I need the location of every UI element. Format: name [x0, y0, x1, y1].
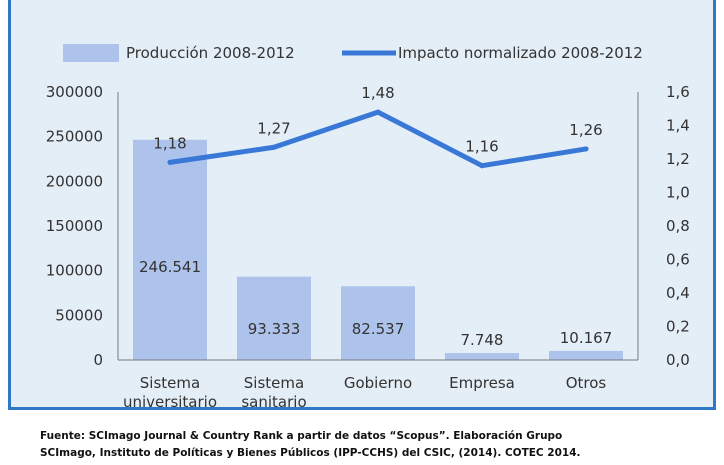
left-axis: 0 50000 100000 150000 200000 250000 300000: [46, 83, 119, 369]
bar-value-label: 93.333: [248, 320, 301, 338]
bar-series: 246.541 93.333 82.537 7.748 10.167: [133, 139, 623, 360]
left-tick-label: 0: [93, 351, 103, 369]
right-tick-label: 1,2: [666, 150, 690, 168]
bar: [133, 139, 207, 360]
bar: [237, 276, 311, 360]
line-point: [271, 144, 277, 150]
right-tick-label: 1,4: [666, 117, 690, 135]
line-value-label: 1,27: [257, 119, 290, 137]
line-value-label: 1,16: [465, 138, 498, 156]
left-tick-label: 300000: [46, 83, 103, 101]
legend-label-bars: Producción 2008-2012: [126, 44, 295, 62]
category-label: universitario: [123, 393, 217, 411]
right-tick-label: 0,2: [666, 318, 690, 336]
source-line-1: Fuente: SCImago Journal & Country Rank a…: [40, 430, 563, 442]
line-point: [583, 146, 589, 152]
left-tick-label: 50000: [55, 306, 103, 324]
left-tick-label: 250000: [46, 128, 103, 146]
bar-value-label: 10.167: [560, 329, 613, 347]
bar-value-label: 7.748: [461, 331, 504, 349]
bar-value-label: 82.537: [352, 320, 405, 338]
bar: [549, 350, 623, 360]
line-point: [479, 163, 485, 169]
category-label: Otros: [566, 374, 607, 392]
left-tick-label: 150000: [46, 217, 103, 235]
legend-label-line: Impacto normalizado 2008-2012: [398, 44, 643, 62]
line-path: [167, 109, 589, 169]
line-series: 1,18 1,27 1,48 1,16 1,26: [153, 84, 603, 169]
legend: Producción 2008-2012 Impacto normalizado …: [63, 44, 643, 62]
right-tick-label: 0,6: [666, 251, 690, 269]
right-tick-label: 0,4: [666, 284, 690, 302]
bar: [341, 286, 415, 360]
category-label: Sistema: [140, 374, 200, 392]
category-label: sanitario: [241, 393, 306, 411]
right-axis: 0,0 0,2 0,4 0,6 0,8 1,0 1,2 1,4 1,6: [637, 83, 690, 369]
line-value-label: 1,26: [569, 121, 602, 139]
right-tick-label: 0,8: [666, 217, 690, 235]
bar: [445, 353, 519, 360]
category-label: Gobierno: [344, 374, 412, 392]
right-tick-label: 1,0: [666, 184, 690, 202]
right-tick-label: 1,6: [666, 83, 690, 101]
category-label: Empresa: [449, 374, 515, 392]
bar-value-label: 246.541: [139, 258, 201, 276]
source-line-2: SCImago, Instituto de Políticas y Bienes…: [40, 447, 581, 459]
left-tick-label: 200000: [46, 172, 103, 190]
line-value-label: 1,18: [153, 134, 186, 152]
combo-chart: Producción 2008-2012 Impacto normalizado …: [46, 44, 690, 411]
line-value-label: 1,48: [361, 84, 394, 102]
category-label: Sistema: [244, 374, 304, 392]
source-note: Fuente: SCImago Journal & Country Rank a…: [40, 428, 710, 462]
left-tick-label: 100000: [46, 262, 103, 280]
legend-swatch-bars: [63, 44, 119, 62]
category-axis: SistemauniversitarioSistemasanitarioGobi…: [118, 359, 638, 411]
right-tick-label: 0,0: [666, 351, 690, 369]
line-point: [167, 159, 173, 165]
line-point: [375, 109, 381, 115]
